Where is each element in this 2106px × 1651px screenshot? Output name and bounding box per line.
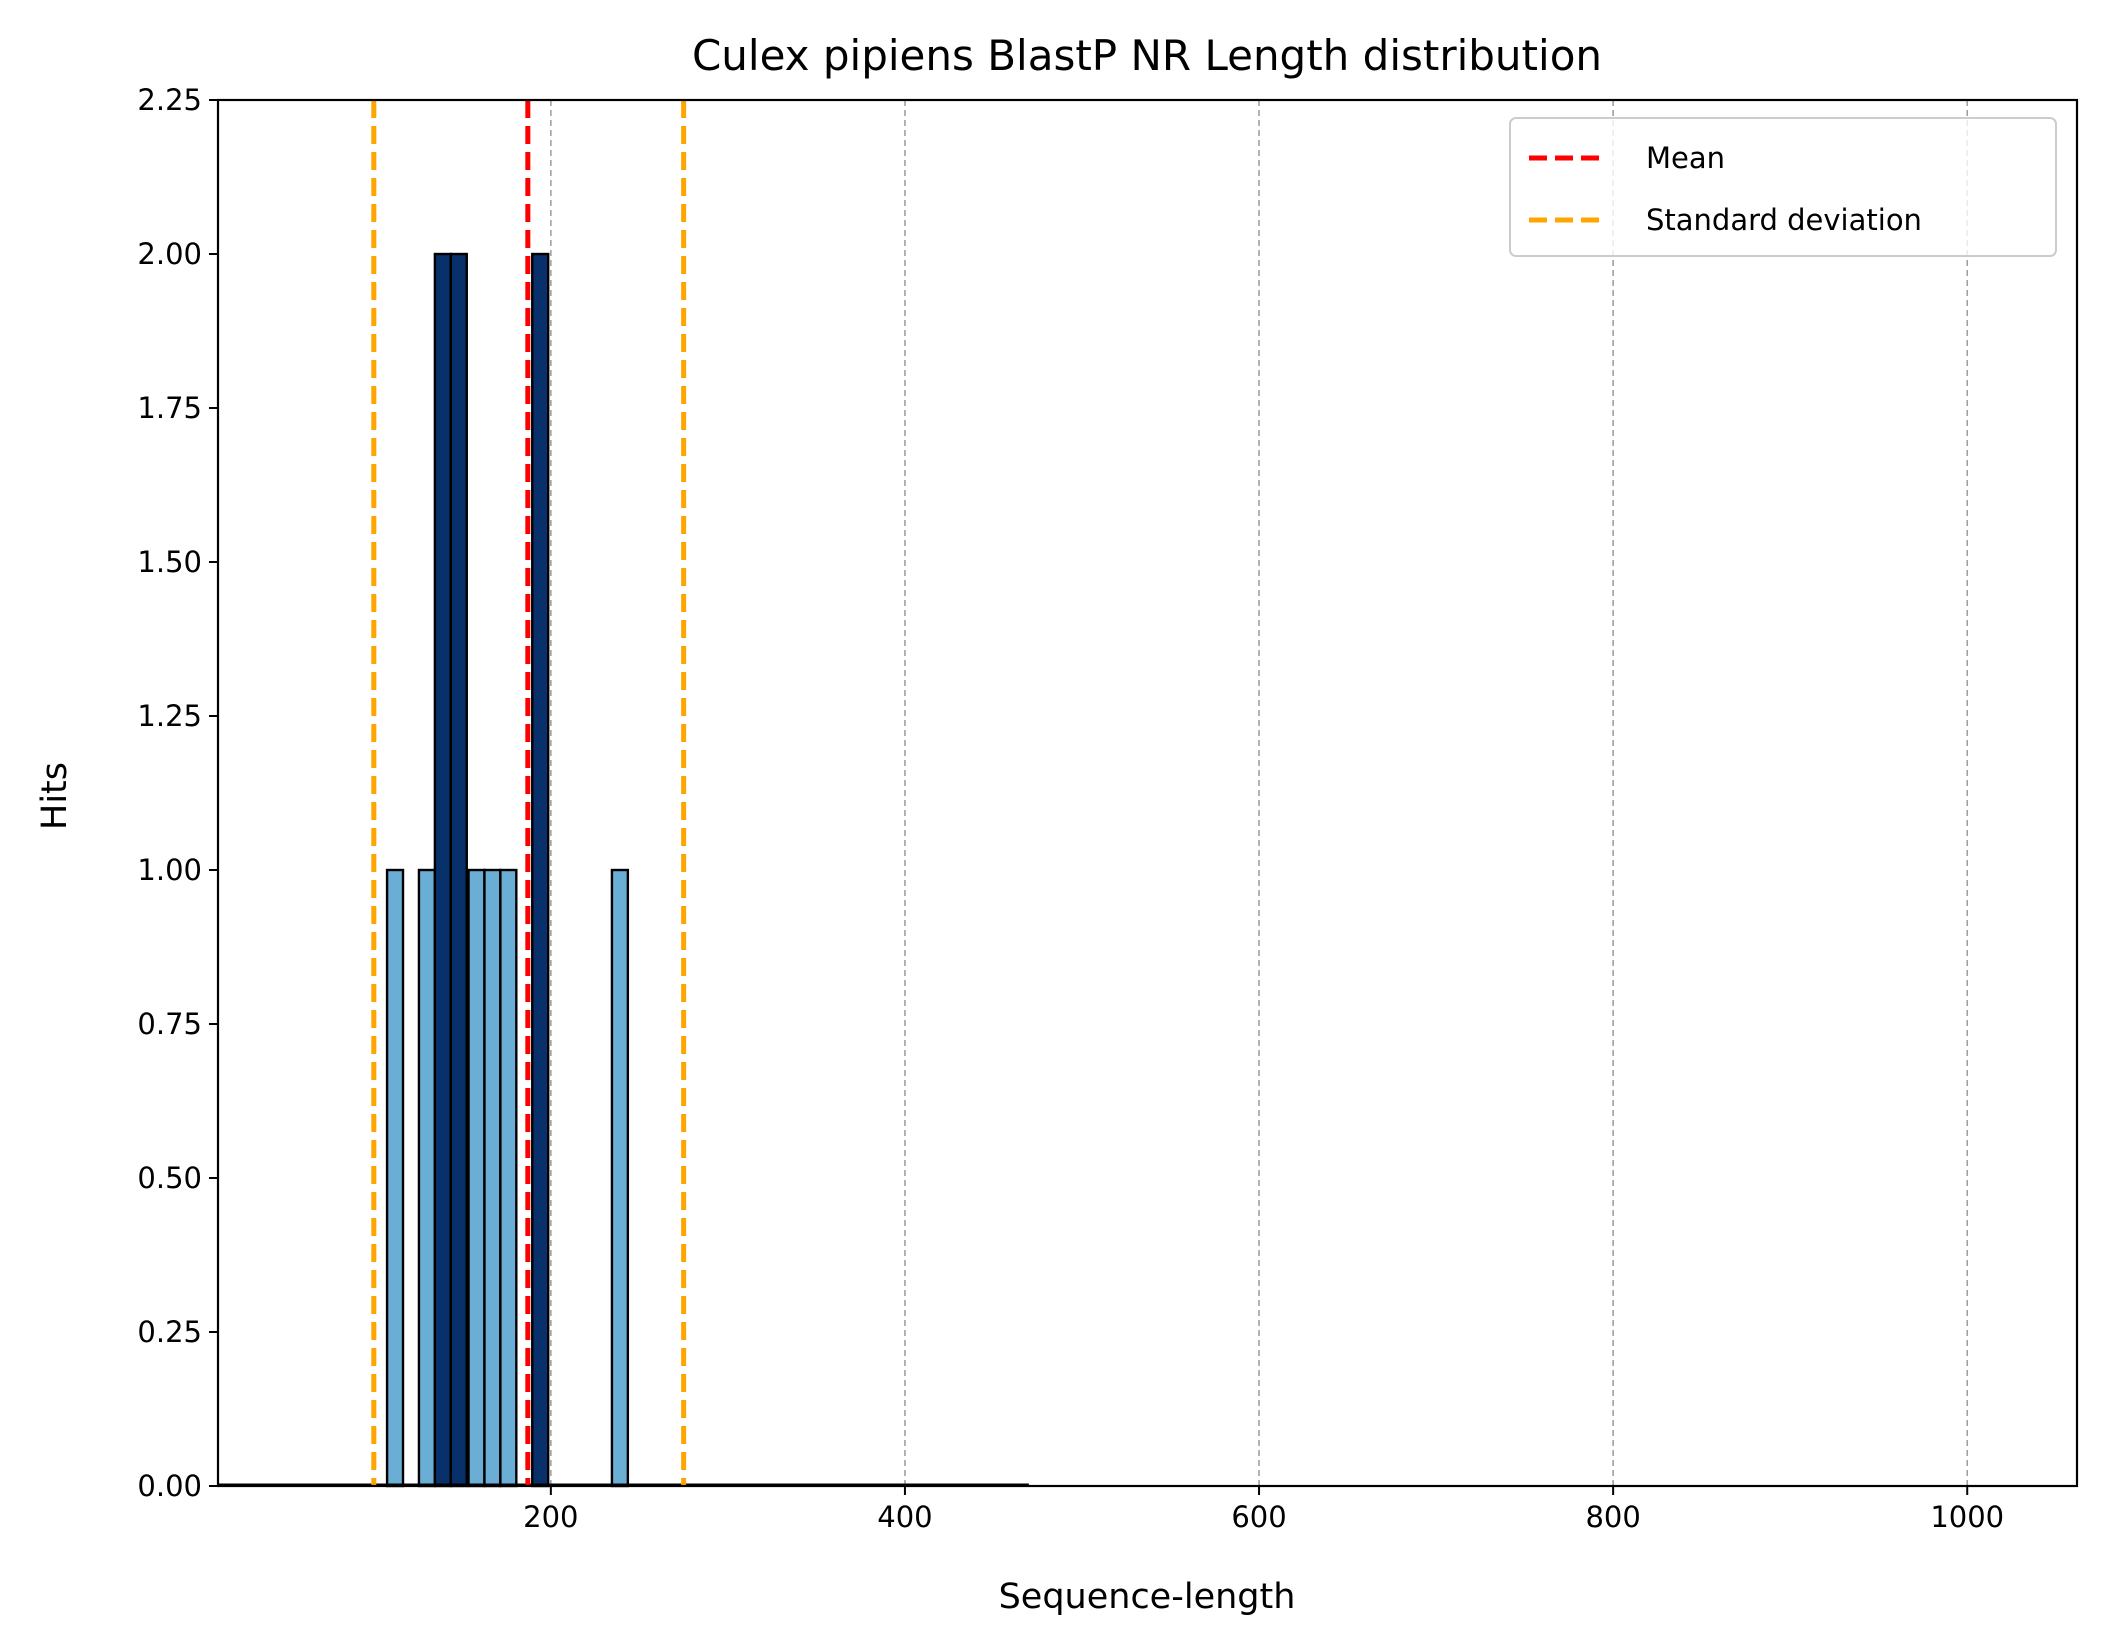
bar-s0-0 bbox=[385, 868, 405, 1488]
grid-lines bbox=[550, 100, 1969, 1486]
legend-label-1: Standard deviation bbox=[1646, 203, 1922, 237]
bar-s1-1 bbox=[449, 252, 468, 1488]
x-tick-label-1: 400 bbox=[877, 1500, 932, 1534]
y-tick-label-3: 0.75 bbox=[137, 1007, 202, 1041]
y-tick-label-4: 1.00 bbox=[137, 853, 202, 887]
x-axis-title: Sequence-length bbox=[999, 1577, 1296, 1617]
plot-frame bbox=[216, 98, 2079, 1488]
x-tick-label-0: 200 bbox=[523, 1500, 578, 1534]
chart-title: Culex pipiens BlastP NR Length distribut… bbox=[692, 31, 1602, 80]
y-axis-ticks: 0.00 0.25 0.50 0.75 1.00 1.25 1.50 1.75 2.00 2.25 bbox=[137, 83, 218, 1503]
legend-box bbox=[1509, 117, 2057, 257]
x-tick-label-3: 800 bbox=[1585, 1500, 1640, 1534]
y-tick-label-2: 0.50 bbox=[137, 1161, 202, 1195]
x-axis-ticks: 200 400 600 800 1000 bbox=[523, 1486, 2004, 1534]
bar-s0-4 bbox=[499, 868, 518, 1488]
bar-s1-0 bbox=[433, 252, 453, 1488]
legend: Mean Standard deviation bbox=[1509, 117, 2057, 257]
bar-s1-2 bbox=[531, 252, 550, 1488]
legend-label-0: Mean bbox=[1646, 141, 1725, 175]
y-tick-label-8: 2.00 bbox=[137, 237, 202, 271]
y-axis-title: Hits bbox=[35, 762, 75, 830]
y-tick-label-0: 0.00 bbox=[137, 1469, 202, 1503]
y-tick-label-6: 1.50 bbox=[137, 545, 202, 579]
reference-lines bbox=[371, 100, 687, 1486]
bar-s0-5 bbox=[610, 868, 630, 1488]
y-tick-label-1: 0.25 bbox=[137, 1315, 202, 1349]
bar-s0-1 bbox=[417, 868, 437, 1488]
x-tick-label-4: 1000 bbox=[1930, 1500, 2004, 1534]
y-tick-label-5: 1.25 bbox=[137, 699, 202, 733]
x-tick-label-2: 600 bbox=[1231, 1500, 1286, 1534]
bar-s0-2 bbox=[467, 868, 486, 1488]
y-tick-label-9: 2.25 bbox=[137, 83, 202, 117]
y-tick-label-7: 1.75 bbox=[137, 391, 202, 425]
bar-s0-3 bbox=[483, 868, 502, 1488]
